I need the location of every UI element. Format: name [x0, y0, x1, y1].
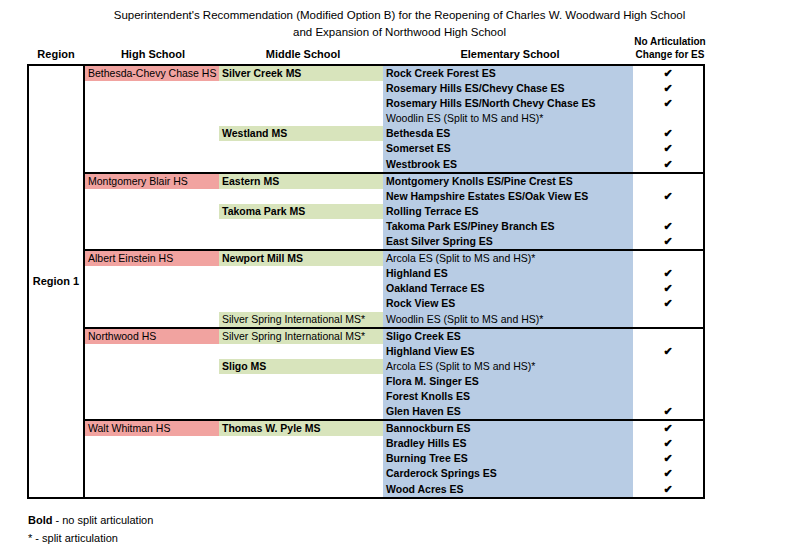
- empty-check-cell: [633, 111, 703, 126]
- high-school-cell: Northwood HS: [85, 329, 219, 344]
- elementary-school-cell: Bradley Hills ES: [383, 436, 633, 451]
- legend-split-desc: - split articulation: [32, 532, 118, 544]
- elementary-school-cell: Woodlin ES (Split to MS and HS)*: [383, 111, 633, 126]
- elementary-school-cell: Sligo Creek ES: [383, 329, 633, 344]
- high-school-cell: Albert Einstein HS: [85, 251, 219, 266]
- column-header-high-school: High School: [85, 48, 221, 60]
- check-mark-cell: ✔: [633, 66, 703, 81]
- elementary-school-cell: Rosemary Hills ES/North Chevy Chase ES: [383, 96, 633, 111]
- elementary-school-cell: Highland View ES: [383, 344, 633, 359]
- elementary-school-cell: Somerset ES: [383, 141, 633, 156]
- elementary-school-cell: Bethesda ES: [383, 126, 633, 141]
- empty-check-cell: [633, 359, 703, 374]
- check-mark-cell: ✔: [633, 81, 703, 96]
- check-mark-cell: ✔: [633, 96, 703, 111]
- elementary-school-cell: Forest Knolls ES: [383, 389, 633, 404]
- high-school-cell: Montgomery Blair HS: [85, 174, 219, 189]
- title-line-1: Superintendent's Recommendation (Modifie…: [0, 7, 799, 24]
- column-header-region: Region: [27, 48, 85, 60]
- table-sections: Bethesda-Chevy Chase HSSilver Creek MS We…: [83, 64, 705, 499]
- elementary-school-cell: Flora M. Singer ES: [383, 374, 633, 389]
- column-header-no-articulation: No Articulation Change for ES: [631, 35, 709, 61]
- check-mark-cell: ✔: [633, 266, 703, 281]
- middle-school-cell: Westland MS: [219, 126, 383, 141]
- middle-school-cell: Takoma Park MS: [219, 204, 383, 219]
- check-mark-cell: ✔: [633, 436, 703, 451]
- document-page: Superintendent's Recommendation (Modifie…: [0, 0, 799, 549]
- check-mark-cell: ✔: [633, 296, 703, 311]
- elementary-school-cell: Carderock Springs ES: [383, 466, 633, 481]
- check-mark-cell: ✔: [633, 451, 703, 466]
- middle-school-cell: Sligo MS: [219, 359, 383, 374]
- elementary-school-cell: Arcola ES (Split to MS and HS)*: [383, 251, 633, 266]
- elementary-school-cell: Takoma Park ES/Piney Branch ES: [383, 219, 633, 234]
- column-header-middle-school: Middle School: [221, 48, 385, 60]
- legend-bold-desc: - no split articulation: [52, 514, 153, 526]
- check-mark-cell: ✔: [633, 157, 703, 172]
- high-school-section: Bethesda-Chevy Chase HSSilver Creek MS We…: [83, 64, 705, 174]
- region-cell: Region 1: [27, 64, 85, 499]
- empty-check-cell: [633, 389, 703, 404]
- elementary-school-cell: East Silver Spring ES: [383, 234, 633, 249]
- elementary-school-cell: Woodlin ES (Split to MS and HS)*: [383, 312, 633, 327]
- legend-line-bold: Bold - no split articulation: [28, 511, 153, 529]
- high-school-cell: Bethesda-Chevy Chase HS: [85, 66, 219, 81]
- check-mark-cell: ✔: [633, 126, 703, 141]
- high-school-cell: Walt Whitman HS: [85, 421, 219, 436]
- high-school-section: Montgomery Blair HSEastern MS Takoma Park…: [83, 172, 705, 251]
- empty-check-cell: [633, 251, 703, 266]
- elementary-school-cell: Rock View ES: [383, 296, 633, 311]
- check-mark-cell: ✔: [633, 234, 703, 249]
- empty-check-cell: [633, 329, 703, 344]
- elementary-school-cell: Bannockburn ES: [383, 421, 633, 436]
- elementary-school-cell: Rolling Terrace ES: [383, 204, 633, 219]
- legend-line-split: * - split articulation: [28, 529, 153, 547]
- middle-school-cell: Silver Spring International MS*: [219, 312, 383, 327]
- check-mark-cell: ✔: [633, 219, 703, 234]
- high-school-section: Northwood HSSilver Spring International …: [83, 327, 705, 422]
- elementary-school-cell: Rosemary Hills ES/Chevy Chase ES: [383, 81, 633, 96]
- elementary-school-cell: Burning Tree ES: [383, 451, 633, 466]
- check-mark-cell: ✔: [633, 189, 703, 204]
- elementary-school-cell: Arcola ES (Split to MS and HS)*: [383, 359, 633, 374]
- empty-check-cell: [633, 174, 703, 189]
- column-header-elementary-school: Elementary School: [385, 48, 635, 60]
- high-school-section: Albert Einstein HSNewport Mill MS Silver …: [83, 249, 705, 328]
- check-mark-cell: ✔: [633, 421, 703, 436]
- elementary-school-cell: Oakland Terrace ES: [383, 281, 633, 296]
- region-label: Region 1: [33, 275, 79, 287]
- elementary-school-cell: Highland ES: [383, 266, 633, 281]
- check-mark-cell: ✔: [633, 466, 703, 481]
- column-header-no-articulation-line1: No Articulation: [631, 35, 709, 48]
- middle-school-cell: Silver Spring International MS*: [219, 329, 383, 344]
- articulation-table: Region 1 Bethesda-Chevy Chase HSSilver C…: [27, 64, 705, 499]
- elementary-school-cell: Rock Creek Forest ES: [383, 66, 633, 81]
- check-mark-cell: ✔: [633, 141, 703, 156]
- empty-check-cell: [633, 374, 703, 389]
- check-mark-cell: ✔: [633, 281, 703, 296]
- check-mark-cell: ✔: [633, 482, 703, 497]
- elementary-school-cell: New Hampshire Estates ES/Oak View ES: [383, 189, 633, 204]
- elementary-school-cell: Montgomery Knolls ES/Pine Crest ES: [383, 174, 633, 189]
- elementary-school-cell: Glen Haven ES: [383, 404, 633, 419]
- high-school-section: Walt Whitman HSThomas W. Pyle MSBannockb…: [83, 419, 705, 498]
- column-header-no-articulation-line2: Change for ES: [631, 48, 709, 61]
- check-mark-cell: ✔: [633, 404, 703, 419]
- middle-school-cell: Thomas W. Pyle MS: [219, 421, 383, 436]
- legend-bold-term: Bold: [28, 514, 52, 526]
- middle-school-cell: Silver Creek MS: [219, 66, 383, 81]
- middle-school-cell: Eastern MS: [219, 174, 383, 189]
- empty-check-cell: [633, 312, 703, 327]
- elementary-school-cell: Westbrook ES: [383, 157, 633, 172]
- middle-school-cell: Newport Mill MS: [219, 251, 383, 266]
- check-mark-cell: ✔: [633, 344, 703, 359]
- empty-check-cell: [633, 204, 703, 219]
- elementary-school-cell: Wood Acres ES: [383, 482, 633, 497]
- legend: Bold - no split articulation * - split a…: [28, 511, 153, 547]
